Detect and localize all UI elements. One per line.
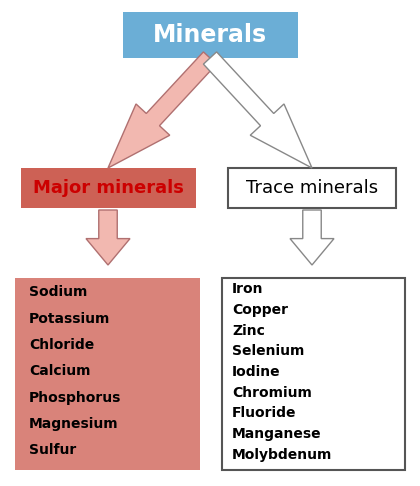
- Text: Selenium: Selenium: [232, 344, 304, 358]
- Text: Chromium: Chromium: [232, 385, 312, 399]
- Polygon shape: [108, 52, 217, 168]
- Text: Magnesium: Magnesium: [29, 417, 118, 431]
- Text: Potassium: Potassium: [29, 312, 110, 326]
- Text: Sodium: Sodium: [29, 285, 87, 299]
- Text: Calcium: Calcium: [29, 364, 90, 379]
- Bar: [228, 168, 396, 208]
- Text: Major minerals: Major minerals: [33, 179, 184, 197]
- Polygon shape: [203, 52, 312, 168]
- Text: Iron: Iron: [232, 282, 263, 296]
- Text: Minerals: Minerals: [153, 23, 267, 47]
- Text: Phosphorus: Phosphorus: [29, 391, 121, 405]
- Bar: [15, 278, 200, 470]
- Bar: [222, 278, 405, 470]
- Text: Molybdenum: Molybdenum: [232, 448, 332, 462]
- Text: Copper: Copper: [232, 303, 288, 317]
- Polygon shape: [290, 210, 334, 265]
- Bar: [123, 12, 297, 58]
- Text: Iodine: Iodine: [232, 365, 281, 379]
- Polygon shape: [86, 210, 130, 265]
- Bar: [21, 168, 195, 208]
- Text: Fluoride: Fluoride: [232, 406, 297, 420]
- Text: Chloride: Chloride: [29, 338, 94, 352]
- Text: Manganese: Manganese: [232, 427, 322, 441]
- Text: Trace minerals: Trace minerals: [246, 179, 378, 197]
- Text: Sulfur: Sulfur: [29, 443, 76, 457]
- Text: Zinc: Zinc: [232, 324, 265, 338]
